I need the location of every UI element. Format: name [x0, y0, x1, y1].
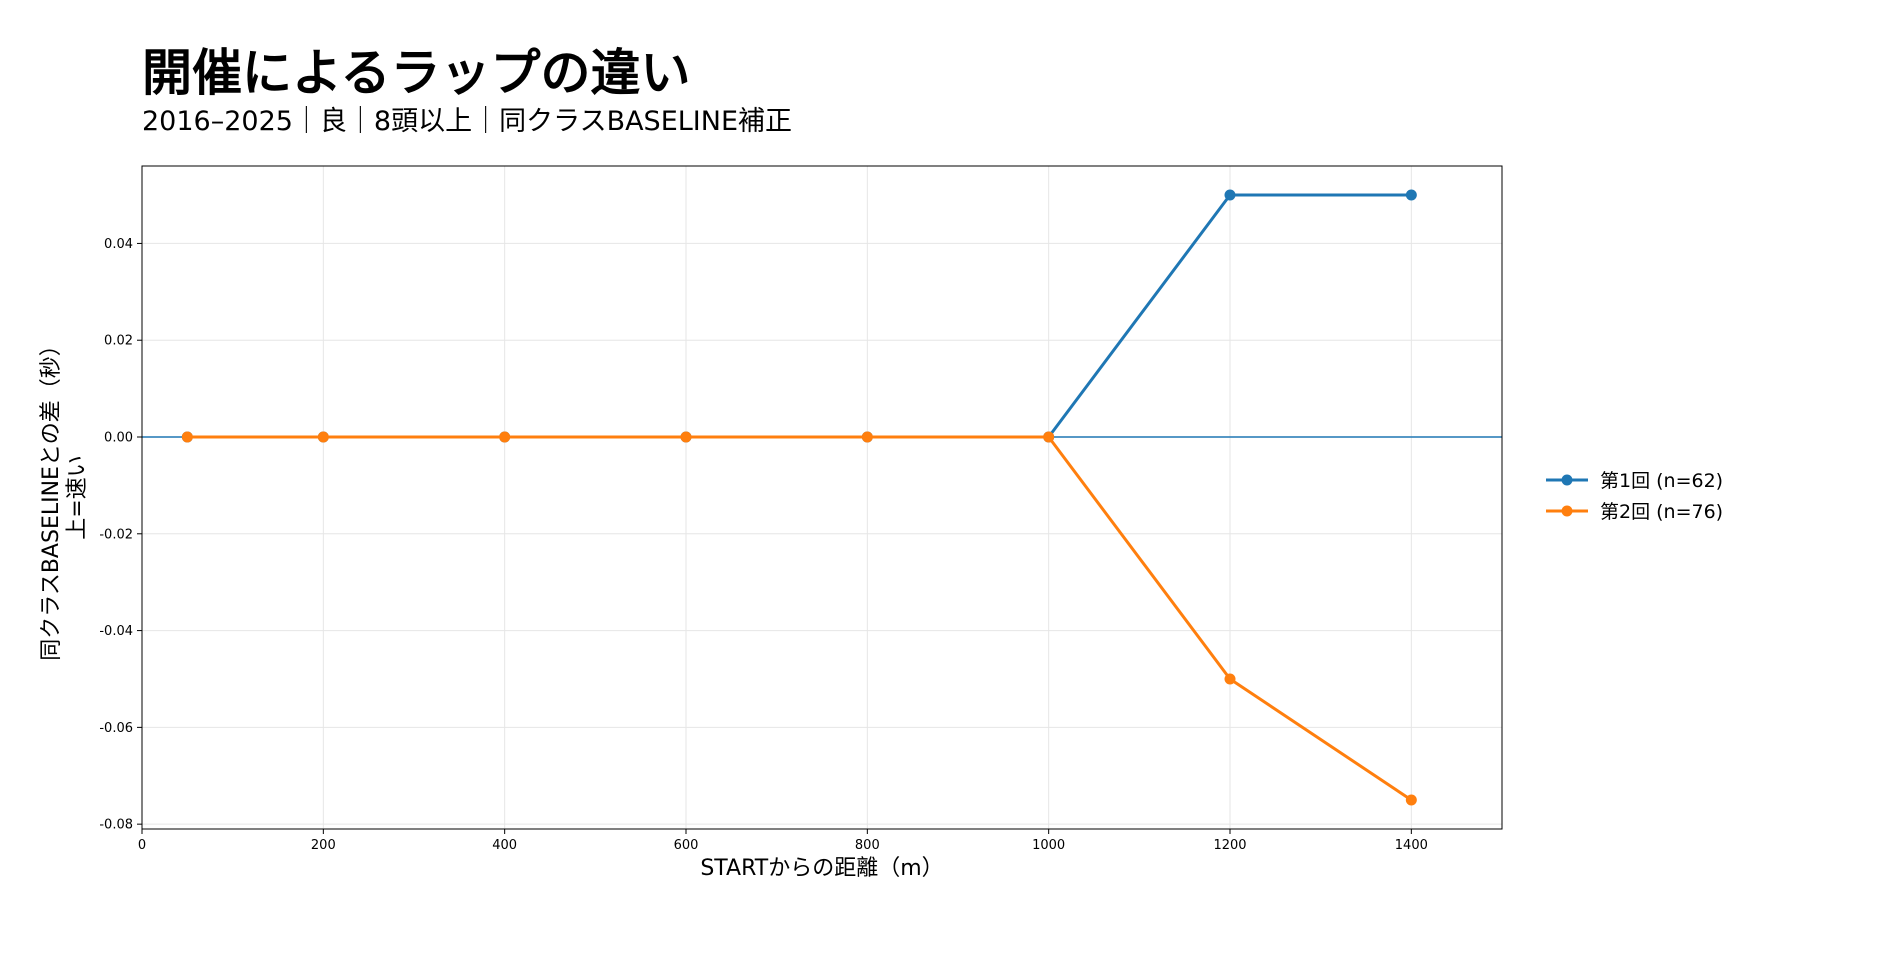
x-tick-label: 1000	[1032, 838, 1065, 853]
series-line	[187, 435, 1413, 802]
x-axis-ticks: 0 200 400 600 800 1000 1200 1400	[138, 829, 1428, 853]
y-tick-label: 0.00	[104, 431, 133, 446]
data-point	[181, 431, 193, 443]
data-point	[1405, 189, 1417, 201]
y-axis-ticks: 0.04 0.02 0.00 -0.02 -0.04 -0.06 -0.08	[99, 237, 142, 833]
y-tick-label: -0.08	[99, 818, 133, 833]
legend-label: 第1回 (n=62)	[1600, 470, 1723, 492]
x-tick-label: 1200	[1213, 838, 1246, 853]
series-layer	[181, 189, 1417, 806]
data-point	[317, 431, 329, 443]
series-line	[187, 193, 1412, 439]
chart-subtitle: 2016–2025｜良｜8頭以上｜同クラスBASELINE補正	[142, 106, 793, 137]
series-2	[181, 431, 1417, 806]
legend-item-1: 第1回 (n=62)	[1546, 470, 1723, 492]
legend-marker	[1561, 505, 1573, 517]
legend-marker	[1561, 474, 1573, 486]
x-tick-label: 400	[492, 838, 517, 853]
data-point	[1405, 794, 1417, 806]
y-tick-label: -0.02	[99, 527, 133, 542]
x-tick-label: 1400	[1395, 838, 1428, 853]
plot-border	[141, 165, 1503, 830]
x-tick-label: 200	[311, 838, 336, 853]
chart-title: 開催によるラップの違い	[142, 44, 691, 102]
y-axis-label-note: 上=速い	[65, 455, 90, 539]
data-point	[680, 431, 692, 443]
legend-item-2: 第2回 (n=76)	[1546, 501, 1723, 523]
plot-frame	[141, 165, 1503, 830]
x-tick-label: 0	[138, 838, 146, 853]
x-tick-label: 600	[674, 838, 699, 853]
y-tick-label: 0.04	[104, 237, 133, 252]
data-point	[1224, 673, 1236, 685]
y-tick-label: -0.06	[99, 721, 133, 736]
data-point	[1043, 431, 1055, 443]
y-axis-label: 同クラスBASELINEとの差（秒）	[39, 334, 64, 660]
x-axis-label: STARTからの距離（m）	[700, 856, 943, 881]
y-tick-label: -0.04	[99, 624, 133, 639]
data-point	[499, 431, 511, 443]
data-point	[861, 431, 873, 443]
x-tick-label: 800	[855, 838, 880, 853]
legend: 第1回 (n=62) 第2回 (n=76)	[1546, 470, 1723, 523]
grid-lines	[141, 166, 1502, 829]
legend-label: 第2回 (n=76)	[1600, 501, 1723, 523]
y-tick-label: 0.02	[104, 334, 133, 349]
data-point	[1224, 189, 1236, 201]
series-1	[181, 189, 1417, 443]
